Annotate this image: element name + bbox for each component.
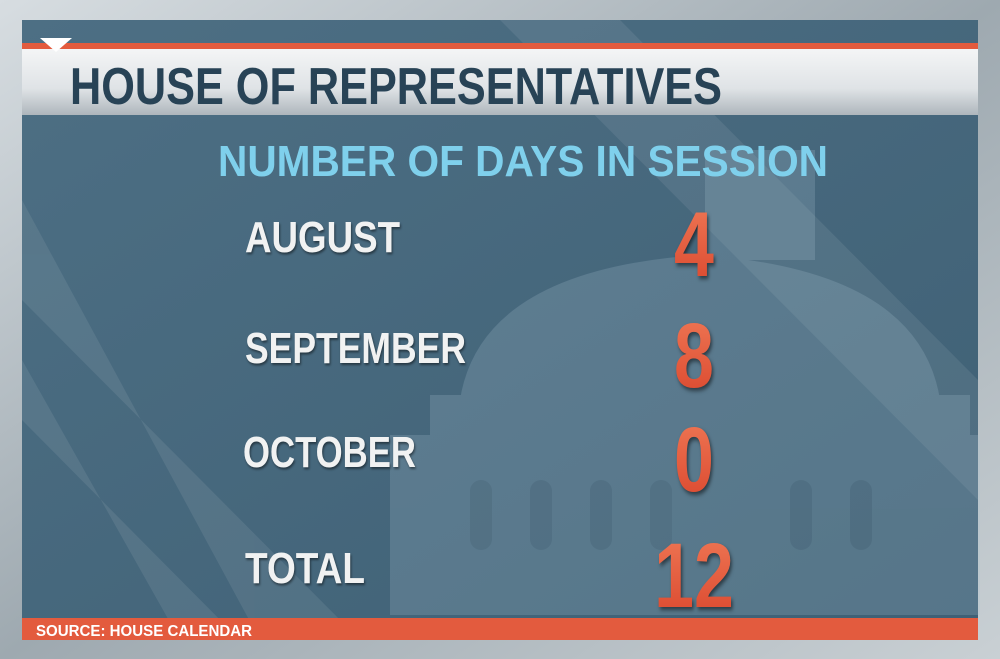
row-label: TOTAL (245, 544, 365, 593)
marker (40, 38, 72, 52)
stripes (22, 20, 978, 640)
subtitle: NUMBER OF DAYS IN SESSION (218, 137, 828, 186)
title-band (22, 49, 978, 115)
row-label: AUGUST (245, 213, 400, 262)
source-bar (22, 618, 978, 640)
top-accent (22, 43, 978, 49)
row-label: OCTOBER (243, 428, 416, 477)
row-value: 4 (674, 193, 714, 296)
row-value: 12 (654, 524, 734, 627)
row-value: 0 (674, 408, 714, 511)
dome-windows (470, 480, 872, 550)
row-label: SEPTEMBER (245, 324, 466, 373)
source: SOURCE: HOUSE CALENDAR (36, 623, 252, 640)
capitol-dome (390, 150, 980, 615)
row-value: 8 (674, 304, 714, 407)
title: HOUSE OF REPRESENTATIVES (70, 58, 722, 116)
panel (22, 20, 978, 640)
rows: AUGUST 4 SEPTEMBER 8 OCTOBER 0 TOTAL 12 (243, 193, 734, 627)
